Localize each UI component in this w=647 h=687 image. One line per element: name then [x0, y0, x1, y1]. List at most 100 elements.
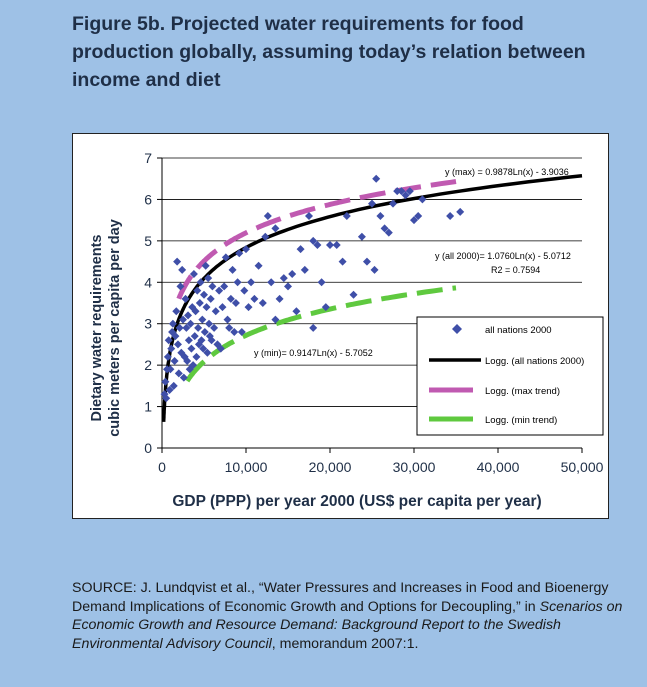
- axis-layer: 0 1 2 3 4 5 6 7 0 10,000 20,000 30,000 40,000 50,000: [144, 150, 603, 475]
- data-point: [165, 386, 174, 394]
- x-axis-title: GDP (PPP) per year 2000 (US$ per capita …: [172, 493, 541, 510]
- min-trend-equation: y (min)= 0.9147Ln(x) - 5.7052: [254, 348, 373, 358]
- data-point: [263, 212, 272, 220]
- data-point: [194, 323, 203, 332]
- data-point: [198, 315, 207, 324]
- data-point: [235, 249, 244, 258]
- data-point: [200, 328, 209, 336]
- figure-title-line-3: income and diet: [72, 69, 221, 91]
- data-point: [292, 307, 301, 316]
- data-point: [271, 224, 280, 233]
- data-point: [161, 377, 170, 386]
- y-axis-title-line-1: Dietary water requirements: [89, 235, 105, 422]
- data-point: [189, 361, 198, 370]
- data-point: [271, 315, 280, 324]
- y-axis-title-line-2: cubic meters per capita per day: [107, 219, 123, 437]
- data-point: [313, 241, 322, 249]
- data-point: [197, 336, 206, 345]
- data-point: [211, 307, 220, 316]
- data-point: [173, 257, 182, 266]
- data-point: [172, 307, 181, 316]
- data-point: [242, 245, 250, 254]
- data-point: [225, 323, 234, 332]
- source-suffix: , memorandum 2007:1.: [271, 635, 419, 652]
- y-tick-label: 2: [144, 357, 152, 373]
- data-point: [174, 369, 183, 378]
- data-point: [254, 261, 263, 270]
- min-trend-line: [185, 285, 457, 383]
- figure-title-line-1: Figure 5b. Projected water requirements …: [72, 13, 524, 35]
- data-point: [189, 270, 198, 278]
- data-point: [169, 381, 178, 390]
- data-point: [296, 245, 305, 254]
- data-point: [164, 336, 173, 345]
- data-point: [181, 294, 190, 303]
- data-point: [300, 265, 309, 274]
- data-point: [166, 365, 175, 374]
- legend-label-max: Logg. (max trend): [485, 386, 560, 397]
- data-point: [177, 348, 186, 357]
- data-point: [275, 294, 284, 303]
- data-point: [240, 286, 249, 295]
- figure-title-line-2: production globally, assuming today’s re…: [72, 41, 586, 63]
- data-point: [186, 319, 195, 328]
- data-point: [213, 340, 222, 349]
- y-tick-label: 0: [144, 440, 152, 456]
- source-text: SOURCE: J. Lundqvist et al., “Water Pres…: [72, 580, 609, 615]
- legend-label-all: Logg. (all nations 2000): [485, 356, 584, 367]
- data-point: [185, 365, 194, 374]
- data-point: [201, 261, 210, 270]
- data-point: [193, 286, 202, 295]
- data-point: [446, 212, 455, 220]
- source-citation: SOURCE: J. Lundqvist et al., “Water Pres…: [72, 579, 632, 653]
- data-point: [317, 278, 326, 287]
- y-tick-label: 4: [144, 274, 152, 290]
- data-point: [279, 274, 288, 283]
- data-point: [171, 332, 180, 341]
- data-point: [284, 282, 292, 291]
- data-point: [342, 212, 351, 220]
- data-point: [405, 187, 414, 196]
- x-tick-label: 0: [158, 459, 166, 475]
- legend-label-points: all nations 2000: [485, 325, 552, 336]
- data-point: [178, 265, 187, 274]
- x-tick-label: 50,000: [561, 459, 604, 475]
- data-point: [162, 394, 171, 403]
- data-point: [206, 294, 215, 303]
- x-tick-label: 30,000: [393, 459, 436, 475]
- data-point: [223, 315, 232, 324]
- data-point: [199, 344, 208, 353]
- data-point: [309, 323, 318, 332]
- data-point: [326, 241, 334, 249]
- data-point: [218, 303, 227, 312]
- figure-title: Figure 5b. Projected water requirements …: [72, 10, 632, 94]
- y-tick-label: 7: [144, 150, 152, 166]
- data-point: [204, 274, 213, 283]
- data-point: [380, 224, 389, 233]
- data-point: [370, 265, 379, 274]
- data-point: [179, 373, 188, 382]
- data-point: [207, 336, 216, 345]
- x-tick-label: 40,000: [477, 459, 520, 475]
- data-point: [258, 299, 267, 307]
- source-italic-title: Scenarios on Economic Growth and Resourc…: [72, 598, 623, 652]
- data-point: [210, 323, 219, 332]
- chart-frame: 0 1 2 3 4 5 6 7 0 10,000 20,000 30,000 40,000 50,000 …: [72, 133, 609, 519]
- data-point: [397, 187, 406, 196]
- data-point: [418, 195, 427, 204]
- data-point: [261, 232, 270, 241]
- y-tick-label: 5: [144, 233, 152, 249]
- data-point: [216, 344, 225, 353]
- x-tick-label: 20,000: [309, 459, 352, 475]
- data-point: [389, 199, 397, 208]
- data-point: [231, 299, 240, 307]
- data-point: [182, 323, 191, 332]
- data-point: [228, 265, 237, 274]
- data-point: [250, 294, 259, 303]
- data-point: [332, 241, 341, 249]
- data-point: [321, 303, 330, 312]
- data-point: [196, 278, 205, 287]
- data-point: [309, 236, 318, 245]
- data-point: [163, 352, 172, 361]
- data-point: [167, 344, 176, 353]
